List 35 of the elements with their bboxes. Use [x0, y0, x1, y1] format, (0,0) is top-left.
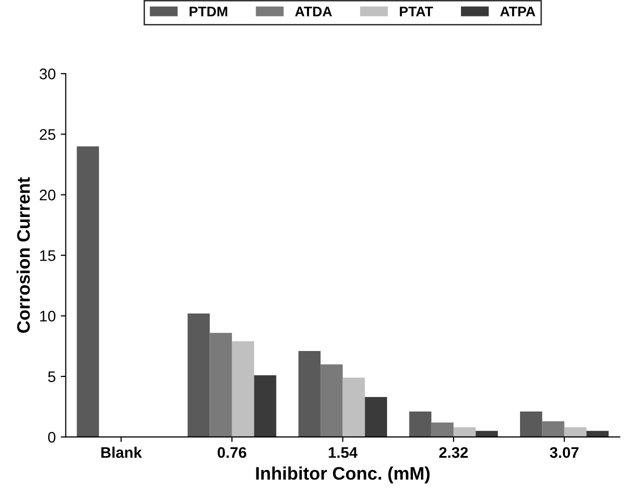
legend-label: ATDA — [295, 6, 332, 16]
y-tick-label: 25 — [40, 129, 56, 140]
y-tick-label: 15 — [40, 250, 56, 262]
bar — [409, 412, 432, 437]
y-tick-label: 20 — [40, 190, 56, 200]
legend-label: PTDM — [190, 6, 228, 16]
bar — [320, 364, 343, 437]
y-axis-title: Corrosion Current — [16, 177, 30, 333]
bar — [431, 422, 454, 437]
x-tick-label: 3.07 — [550, 447, 579, 458]
legend-label: ATPA — [500, 6, 536, 16]
bar — [476, 430, 498, 437]
legend-label: PTAT — [400, 6, 434, 16]
bar — [520, 412, 542, 437]
x-axis-title: Inhibitor Conc. (mM) — [256, 466, 430, 484]
y-tick-label: 30 — [40, 68, 56, 80]
x-tick-label: 0.76 — [218, 447, 246, 458]
x-tick-label: 1.54 — [328, 447, 358, 458]
bar — [586, 430, 609, 437]
bar — [188, 313, 210, 437]
bar — [232, 341, 254, 437]
bar — [342, 378, 365, 437]
bar — [364, 397, 388, 437]
bar — [254, 375, 276, 437]
x-tick-label: 2.32 — [439, 447, 468, 458]
y-tick-label: 10 — [40, 310, 56, 322]
bar — [210, 332, 232, 437]
bar — [542, 421, 564, 437]
y-tick-label: 0 — [48, 432, 56, 443]
bar — [298, 351, 321, 437]
bar — [454, 427, 476, 437]
x-tick-label: Blank — [101, 446, 142, 458]
bar — [564, 427, 586, 437]
y-tick-label: 5 — [48, 371, 56, 382]
bar — [76, 146, 99, 437]
